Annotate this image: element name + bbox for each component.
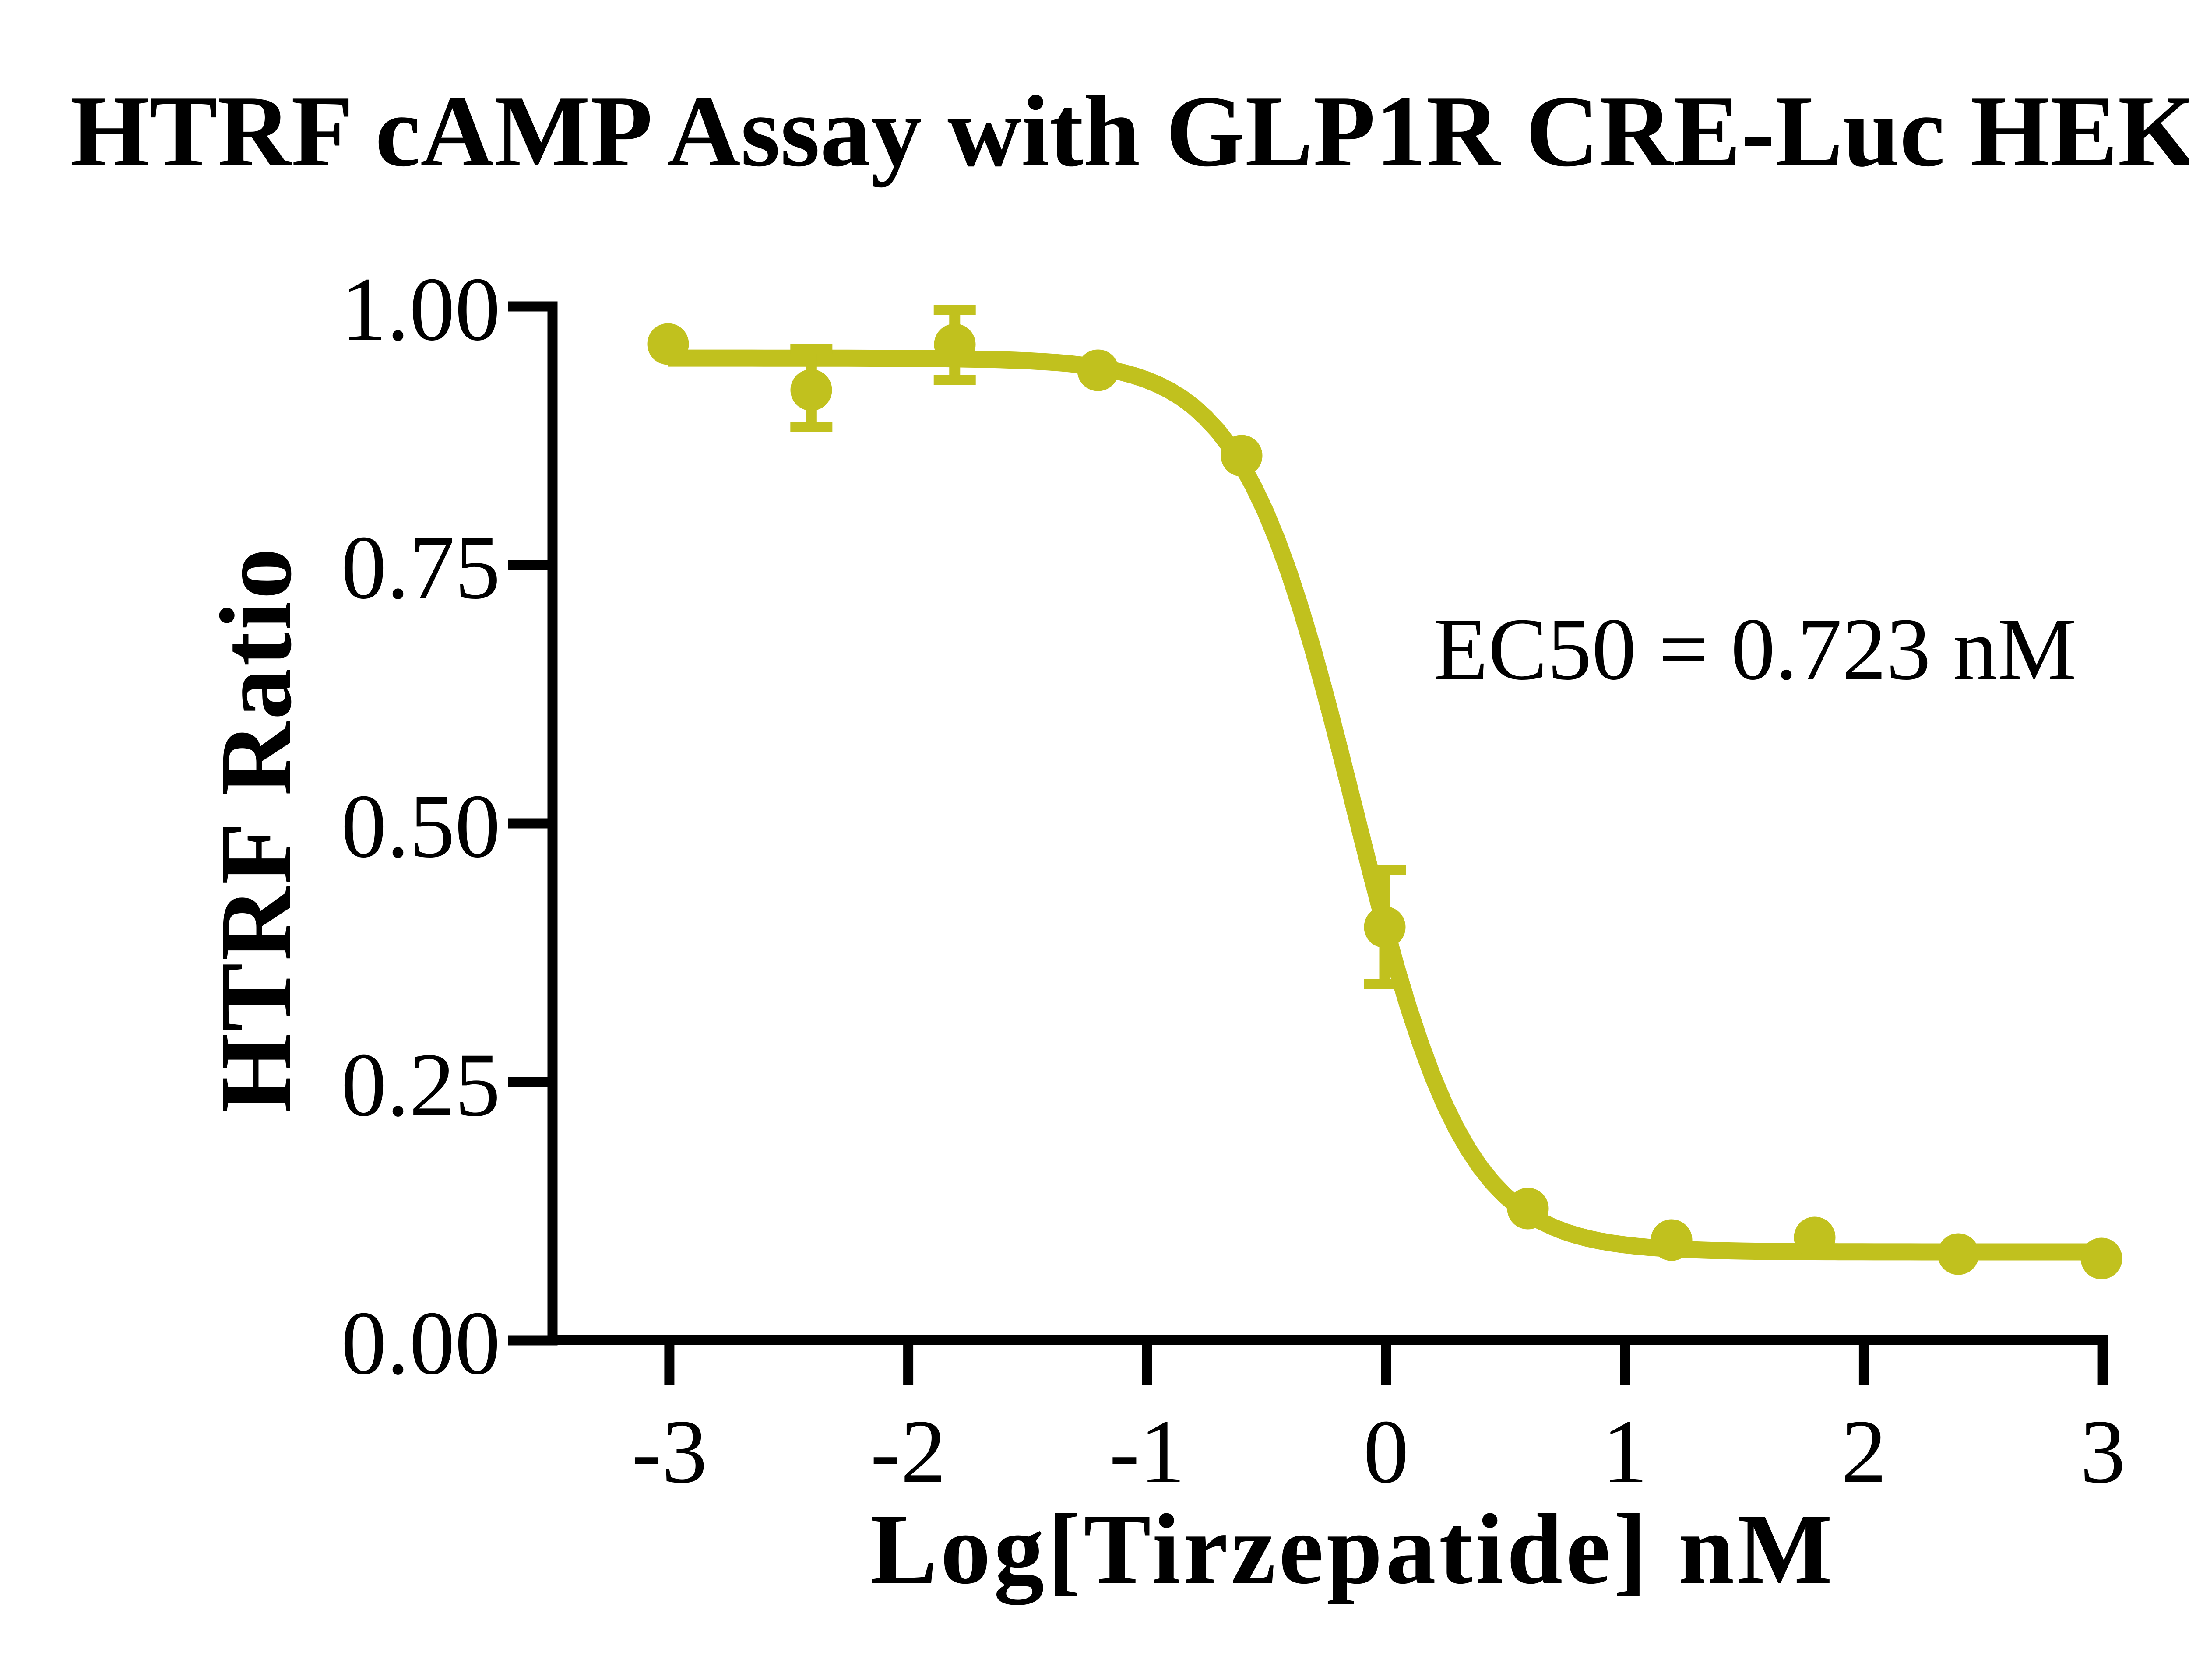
svg-text:-3: -3	[631, 1401, 707, 1502]
svg-text:HTRF cAMP Assay with GLP1R CRE: HTRF cAMP Assay with GLP1R CRE-Luc HEK29…	[70, 67, 2189, 190]
svg-text:3: 3	[2080, 1401, 2126, 1502]
svg-text:0.75: 0.75	[341, 517, 500, 618]
svg-text:0.25: 0.25	[341, 1034, 500, 1135]
svg-text:EC50 = 0.723 nM: EC50 = 0.723 nM	[1434, 600, 2076, 698]
svg-text:1: 1	[1602, 1401, 1648, 1502]
svg-text:2: 2	[1841, 1401, 1886, 1502]
svg-text:0.00: 0.00	[341, 1293, 500, 1393]
svg-text:Log[Tirzepatide] nM: Log[Tirzepatide] nM	[870, 1493, 1836, 1605]
svg-text:0.50: 0.50	[341, 776, 500, 876]
svg-text:-1: -1	[1109, 1401, 1185, 1502]
svg-text:0: 0	[1363, 1401, 1409, 1502]
svg-text:1.00: 1.00	[341, 259, 500, 359]
svg-text:HTRF Ratio: HTRF Ratio	[199, 546, 313, 1113]
svg-text:-2: -2	[870, 1401, 946, 1502]
